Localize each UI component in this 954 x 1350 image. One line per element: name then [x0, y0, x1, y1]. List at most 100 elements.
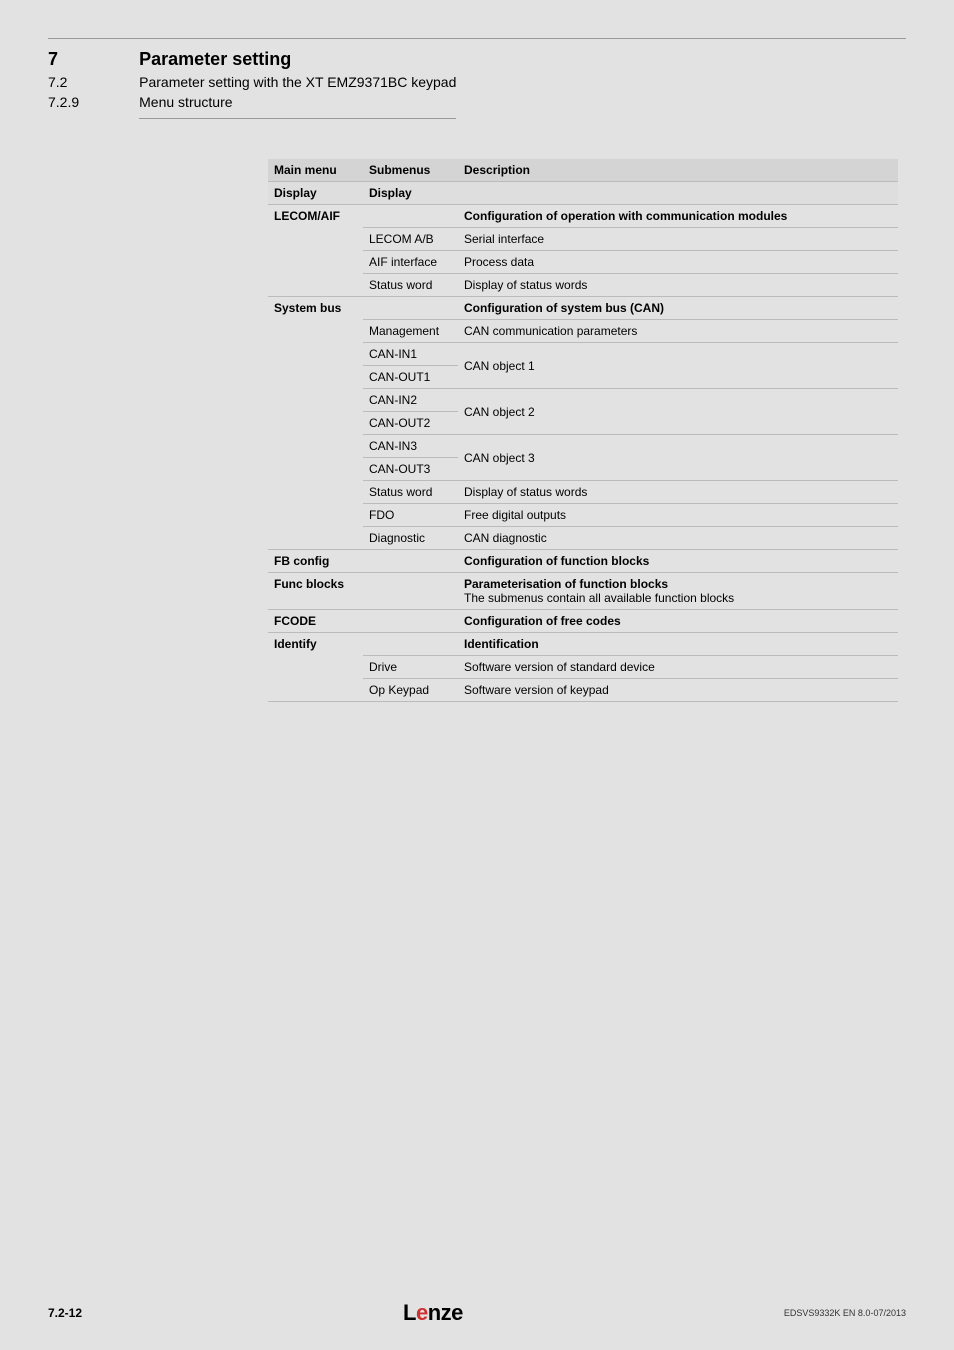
cell-submenu	[363, 297, 458, 320]
subheader-empty	[458, 182, 898, 205]
table-row: ManagementCAN communication parameters	[268, 320, 898, 343]
cell-description: CAN diagnostic	[458, 527, 898, 550]
cell-description: Display of status words	[458, 274, 898, 297]
table-subheader-row: DisplayDisplay	[268, 182, 898, 205]
cell-submenu: CAN-IN2	[363, 389, 458, 412]
cell-description: CAN communication parameters	[458, 320, 898, 343]
cell-description: Display of status words	[458, 481, 898, 504]
cell-mainmenu	[268, 679, 363, 702]
cell-submenu: CAN-IN3	[363, 435, 458, 458]
subheader-display1: Display	[268, 182, 363, 205]
table-row: LECOM A/BSerial interface	[268, 228, 898, 251]
brand-logo: Lenze	[403, 1300, 463, 1326]
cell-mainmenu	[268, 656, 363, 679]
section-number: 7	[48, 49, 79, 70]
cell-submenu	[363, 573, 458, 610]
cell-submenu: LECOM A/B	[363, 228, 458, 251]
cell-submenu: CAN-OUT2	[363, 412, 458, 435]
page-header: 7 7.2 7.2.9 Parameter setting Parameter …	[48, 38, 906, 119]
cell-mainmenu: Func blocks	[268, 573, 363, 610]
table-row: DriveSoftware version of standard device	[268, 656, 898, 679]
document-page: 7 7.2 7.2.9 Parameter setting Parameter …	[0, 0, 954, 1350]
cell-description: CAN object 2	[458, 389, 898, 435]
cell-mainmenu: Identify	[268, 633, 363, 656]
table-row: CAN-IN1CAN object 1	[268, 343, 898, 366]
cell-submenu: Status word	[363, 481, 458, 504]
cell-submenu	[363, 205, 458, 228]
table-row: Identify Identification	[268, 633, 898, 656]
cell-description: Software version of standard device	[458, 656, 898, 679]
cell-mainmenu	[268, 389, 363, 412]
subsubsection-number: 7.2.9	[48, 94, 79, 110]
cell-description: Configuration of system bus (CAN)	[458, 297, 898, 320]
subheader-display2: Display	[363, 182, 458, 205]
cell-submenu: CAN-IN1	[363, 343, 458, 366]
table-row: AIF interfaceProcess data	[268, 251, 898, 274]
header-submenus: Submenus	[363, 159, 458, 182]
cell-mainmenu	[268, 481, 363, 504]
cell-mainmenu: LECOM/AIF	[268, 205, 363, 228]
cell-mainmenu	[268, 366, 363, 389]
table-row: FDOFree digital outputs	[268, 504, 898, 527]
cell-submenu: CAN-OUT3	[363, 458, 458, 481]
cell-description: Configuration of function blocks	[458, 550, 898, 573]
subsection-number: 7.2	[48, 74, 79, 90]
header-titles: Parameter setting Parameter setting with…	[139, 49, 456, 119]
table-row: FCODE Configuration of free codes	[268, 610, 898, 633]
cell-submenu: Diagnostic	[363, 527, 458, 550]
menu-table-wrap: Main menuSubmenusDescriptionDisplayDispl…	[268, 159, 898, 702]
cell-submenu: FDO	[363, 504, 458, 527]
cell-description: Configuration of operation with communic…	[458, 205, 898, 228]
header-description: Description	[458, 159, 898, 182]
cell-submenu	[363, 610, 458, 633]
cell-description: Free digital outputs	[458, 504, 898, 527]
section-title: Parameter setting	[139, 49, 456, 70]
header-mainmenu: Main menu	[268, 159, 363, 182]
cell-submenu: AIF interface	[363, 251, 458, 274]
cell-description: Process data	[458, 251, 898, 274]
cell-mainmenu	[268, 412, 363, 435]
cell-mainmenu: FCODE	[268, 610, 363, 633]
cell-mainmenu	[268, 504, 363, 527]
cell-submenu: CAN-OUT1	[363, 366, 458, 389]
table-row: Func blocksParameterisation of function …	[268, 573, 898, 610]
cell-mainmenu	[268, 458, 363, 481]
cell-submenu	[363, 633, 458, 656]
cell-mainmenu: System bus	[268, 297, 363, 320]
cell-description: Configuration of free codes	[458, 610, 898, 633]
subsection-title: Parameter setting with the XT EMZ9371BC …	[139, 74, 456, 90]
cell-mainmenu	[268, 251, 363, 274]
cell-mainmenu	[268, 435, 363, 458]
cell-mainmenu	[268, 320, 363, 343]
cell-mainmenu	[268, 343, 363, 366]
cell-mainmenu	[268, 274, 363, 297]
table-header-row: Main menuSubmenusDescription	[268, 159, 898, 182]
cell-description: Serial interface	[458, 228, 898, 251]
cell-mainmenu: FB config	[268, 550, 363, 573]
cell-description: CAN object 3	[458, 435, 898, 481]
table-row: FB config Configuration of function block…	[268, 550, 898, 573]
cell-description: Identification	[458, 633, 898, 656]
cell-submenu: Status word	[363, 274, 458, 297]
table-row: LECOM/AIF Configuration of operation with…	[268, 205, 898, 228]
cell-description: Software version of keypad	[458, 679, 898, 702]
cell-mainmenu	[268, 527, 363, 550]
table-row: Status wordDisplay of status words	[268, 274, 898, 297]
cell-submenu: Drive	[363, 656, 458, 679]
table-row: CAN-IN3CAN object 3	[268, 435, 898, 458]
page-footer: 7.2-12 Lenze EDSVS9332K EN 8.0-07/2013	[0, 1300, 954, 1326]
table-row: System bus Configuration of system bus (C…	[268, 297, 898, 320]
table-row: DiagnosticCAN diagnostic	[268, 527, 898, 550]
document-id: EDSVS9332K EN 8.0-07/2013	[784, 1308, 906, 1318]
page-number: 7.2-12	[48, 1306, 82, 1320]
cell-submenu	[363, 550, 458, 573]
cell-description: CAN object 1	[458, 343, 898, 389]
header-numbers: 7 7.2 7.2.9	[48, 49, 79, 119]
subsubsection-title: Menu structure	[139, 94, 456, 119]
cell-submenu: Op Keypad	[363, 679, 458, 702]
table-row: Op KeypadSoftware version of keypad	[268, 679, 898, 702]
cell-submenu: Management	[363, 320, 458, 343]
table-row: Status wordDisplay of status words	[268, 481, 898, 504]
menu-structure-table: Main menuSubmenusDescriptionDisplayDispl…	[268, 159, 898, 702]
cell-mainmenu	[268, 228, 363, 251]
